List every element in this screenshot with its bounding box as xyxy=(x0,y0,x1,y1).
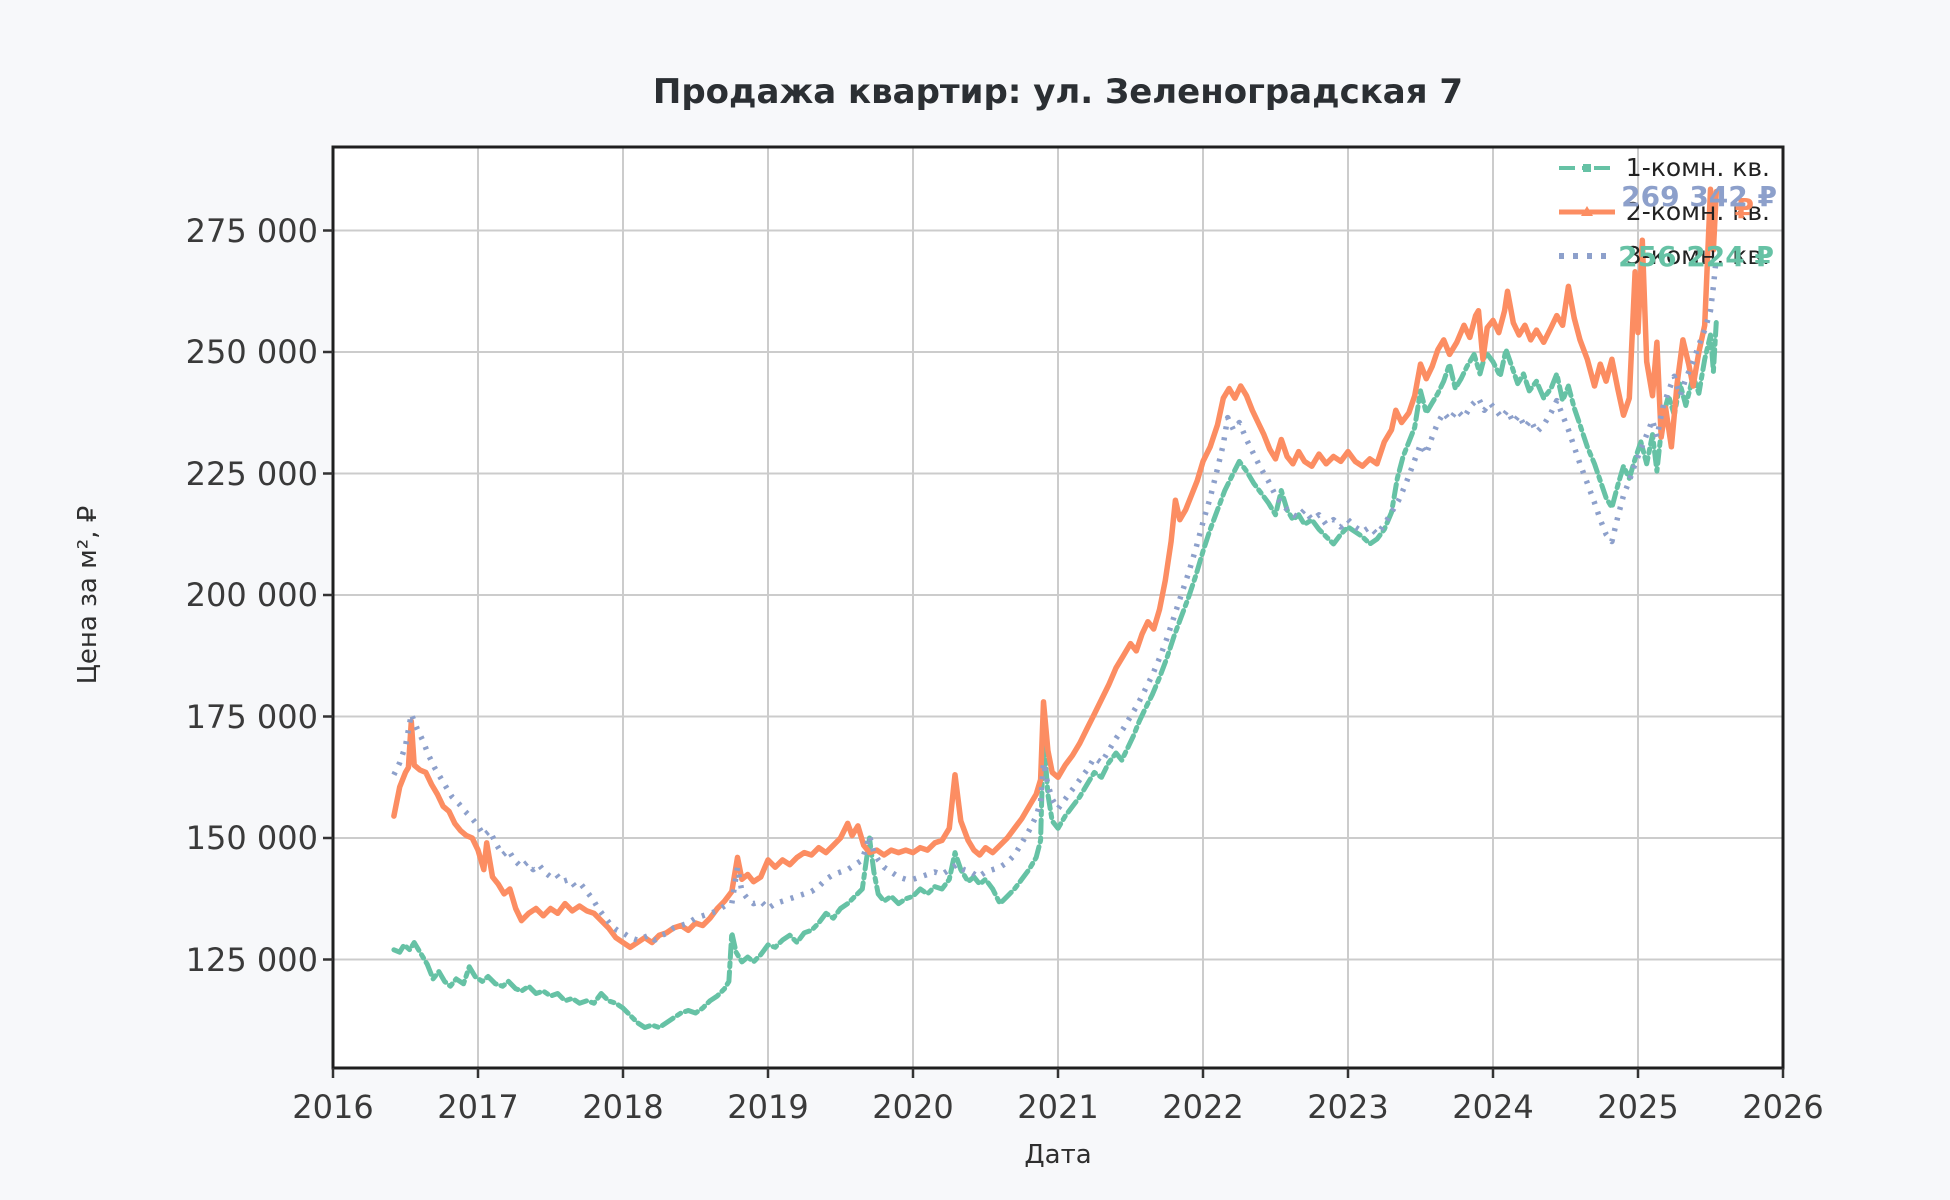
legend-item-2room: 2-комн. кв. xyxy=(1558,196,1770,227)
legend: 1-комн. кв. 2-комн. кв. 3-комн. кв. xyxy=(1558,152,1770,284)
y-tick-label: 125 000 xyxy=(185,940,318,979)
x-tick-label: 2019 xyxy=(727,1088,809,1126)
x-tick-label: 2022 xyxy=(1162,1088,1244,1126)
y-tick-label: 150 000 xyxy=(185,819,318,857)
x-tick-label: 2023 xyxy=(1307,1088,1389,1126)
legend-label: 2-комн. кв. xyxy=(1625,197,1770,226)
annotation-3room-price: 269 342 ₽ xyxy=(1621,180,1777,213)
x-tick-label: 2017 xyxy=(437,1088,519,1126)
chart-title: Продажа квартир: ул. Зеленоградская 7 xyxy=(652,72,1464,112)
x-tick-label: 2018 xyxy=(582,1088,664,1126)
legend-item-1room: 1-комн. кв. xyxy=(1558,152,1770,183)
y-tick-label: 275 000 xyxy=(185,211,318,250)
solid-line-sample-icon xyxy=(1558,205,1615,216)
dotted-line-sample-icon xyxy=(1558,252,1615,259)
x-tick-label: 2026 xyxy=(1742,1088,1824,1126)
x-tick-label: 2025 xyxy=(1597,1088,1679,1126)
y-tick-label: 200 000 xyxy=(185,576,318,614)
y-tick-label: 175 000 xyxy=(185,697,318,736)
legend-item-3room: 3-комн. кв. xyxy=(1558,240,1770,271)
y-tick-label: 225 000 xyxy=(185,454,318,493)
x-axis-label: Дата xyxy=(1024,1140,1092,1170)
x-tick-label: 2016 xyxy=(292,1088,374,1126)
legend-label: 3-комн. кв. xyxy=(1625,241,1770,270)
y-tick-label: 250 000 xyxy=(185,333,318,371)
x-tick-label: 2020 xyxy=(872,1088,954,1126)
annotation-1room-price: 256 224 ₽ xyxy=(1618,240,1774,273)
legend-label: 1-комн. кв. xyxy=(1625,153,1770,182)
x-tick-label: 2021 xyxy=(1017,1088,1099,1126)
x-tick-label: 2024 xyxy=(1452,1088,1534,1126)
annotation-2room-price: ₽ xyxy=(1734,192,1754,225)
dashdot-line-sample-icon xyxy=(1558,163,1615,172)
